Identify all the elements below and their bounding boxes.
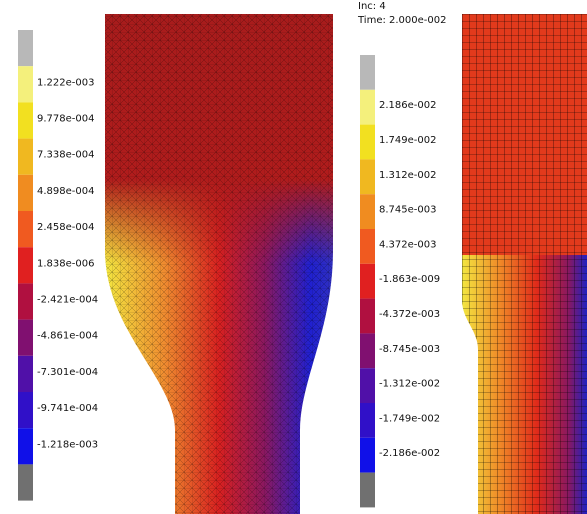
legend-label: -2.186e-002 — [379, 448, 440, 459]
legend-swatch — [18, 320, 33, 356]
legend-swatch — [360, 125, 375, 160]
legend-swatch — [360, 333, 375, 368]
right-mesh — [462, 14, 587, 514]
legend-swatch — [18, 356, 33, 392]
legend-label: 4.898e-004 — [37, 186, 94, 197]
legend-swatch — [18, 247, 33, 283]
screenshot: Inc: 4 Time: 2.000e-002 1.222e-003 9.778e… — [0, 0, 587, 514]
legend-label: -9.741e-004 — [37, 403, 98, 414]
legend-swatch — [18, 464, 33, 500]
legend-swatch — [360, 194, 375, 229]
legend-swatch — [360, 264, 375, 299]
legend-swatch — [18, 392, 33, 428]
legend-label: 8.745e-003 — [379, 205, 436, 216]
legend-label: -2.421e-004 — [37, 295, 98, 306]
legend-label: -1.218e-003 — [37, 439, 98, 450]
legend-swatch — [360, 229, 375, 264]
legend-swatch — [18, 139, 33, 175]
legend-label: -7.301e-004 — [37, 367, 98, 378]
time: Time: 2.000e-002 — [357, 15, 447, 26]
legend-swatch — [18, 283, 33, 319]
legend-swatch — [18, 175, 33, 211]
legend-label: 1.222e-003 — [37, 77, 94, 88]
legend-swatch — [18, 30, 33, 66]
legend-label: 2.186e-002 — [379, 100, 436, 111]
legend-label: 4.372e-003 — [379, 239, 436, 250]
left-mesh — [105, 14, 333, 514]
legend-label: 1.749e-002 — [379, 135, 436, 146]
legend-label: 1.838e-006 — [37, 258, 94, 269]
legend-label: -1.863e-009 — [379, 274, 440, 285]
legend-label: 1.312e-002 — [379, 170, 436, 181]
legend-label: -4.372e-003 — [379, 309, 440, 320]
legend-swatch — [360, 90, 375, 125]
legend-swatch — [360, 438, 375, 473]
legend-swatch — [18, 102, 33, 138]
legend-swatch — [360, 55, 375, 90]
increment: Inc: 4 — [358, 1, 386, 12]
legend-label: 2.458e-004 — [37, 222, 94, 233]
legend-label: -8.745e-003 — [379, 344, 440, 355]
legend-label: 9.778e-004 — [37, 114, 94, 125]
legend-swatch — [360, 368, 375, 403]
legend-swatch — [360, 299, 375, 334]
legend-label: -1.312e-002 — [379, 379, 440, 390]
legend-swatch — [360, 473, 375, 508]
legend-label: -4.861e-004 — [37, 331, 98, 342]
legend-swatch — [18, 211, 33, 247]
legend-swatch — [18, 428, 33, 464]
legend-label: -1.749e-002 — [379, 413, 440, 424]
legend-swatch — [18, 66, 33, 102]
legend-swatch — [360, 403, 375, 438]
legend-label: 7.338e-004 — [37, 150, 94, 161]
legend-swatch — [360, 159, 375, 194]
